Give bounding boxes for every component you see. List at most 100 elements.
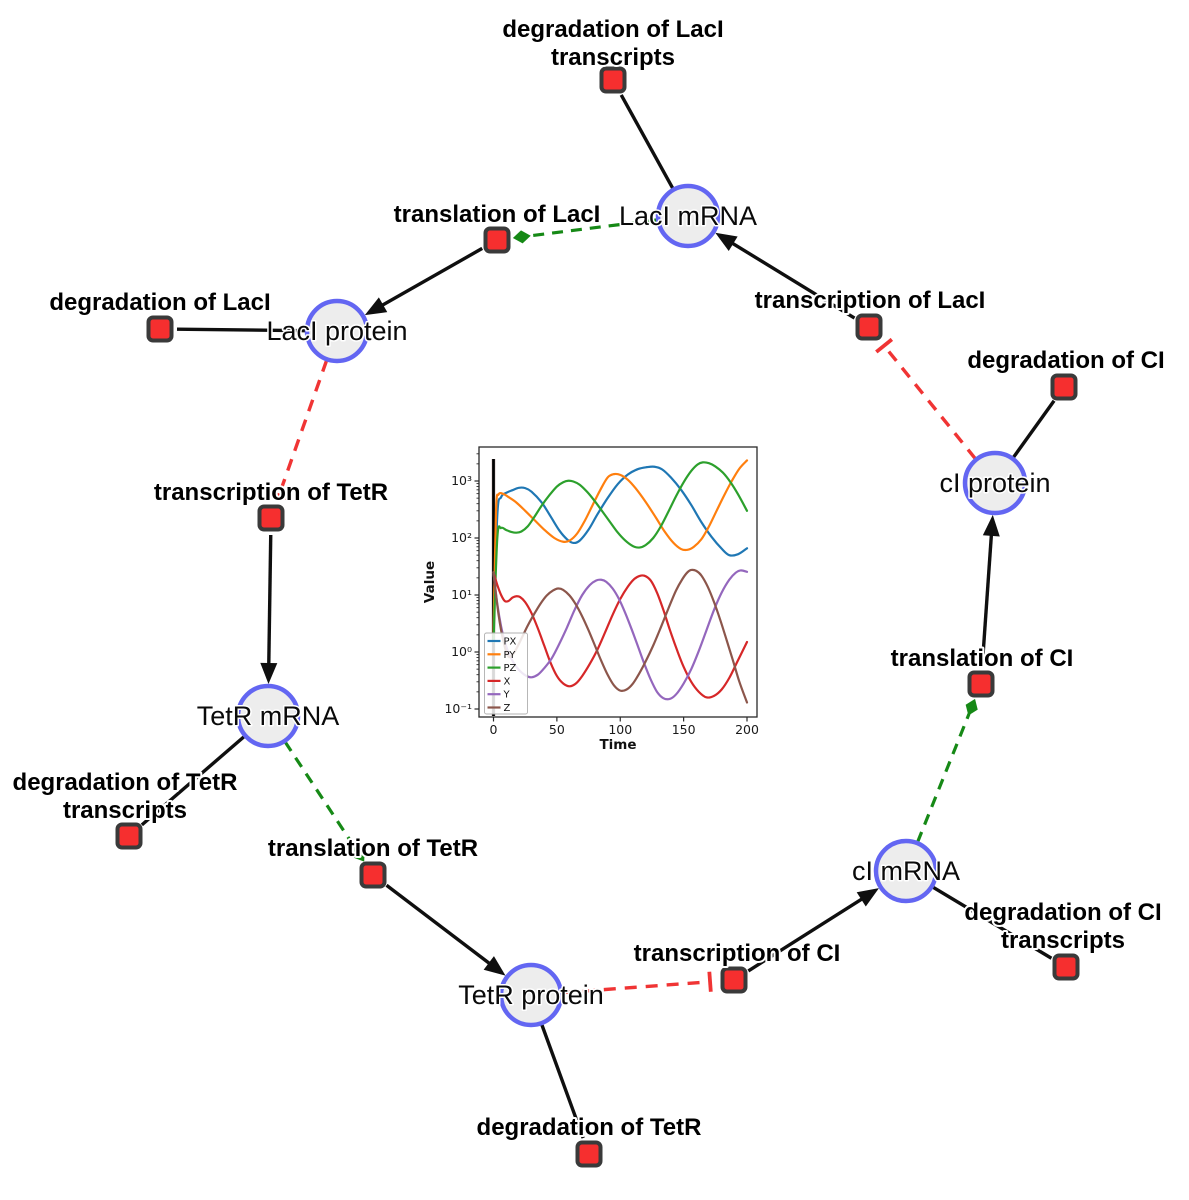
- edge-ci-mrna-deg-ci-transcripts[interactable]: [931, 885, 1053, 960]
- production-line: [747, 896, 865, 973]
- consumption-line: [619, 94, 675, 190]
- reaction-node-transcription-laci[interactable]: [855, 313, 883, 341]
- species-node-tetr-mrna[interactable]: [235, 683, 301, 749]
- edges-layer: [140, 94, 1056, 1139]
- arrowhead: [982, 514, 1000, 537]
- consumption-line: [140, 734, 246, 827]
- reaction-node-translation-laci[interactable]: [483, 226, 511, 254]
- y-axis-title: Value: [422, 561, 438, 603]
- y-tick-label: 10⁰: [451, 644, 472, 659]
- edge-tetr-protein-deg-tetr[interactable]: [540, 1023, 585, 1139]
- reaction-node-transcription-tetr[interactable]: [257, 504, 285, 532]
- chart-legend: PX PY PZ XYZ: [484, 632, 528, 715]
- production-line: [379, 246, 484, 308]
- reaction-node-deg-laci-transcripts[interactable]: [599, 66, 627, 94]
- edge-translation-laci-laci-protein[interactable]: [364, 246, 484, 316]
- reaction-label-transcription-tetr: transcription of TetR: [154, 479, 388, 506]
- edge-transcription-ci-ci-mrna[interactable]: [747, 888, 879, 973]
- edge-transcription-laci-laci-mrna[interactable]: [715, 232, 856, 320]
- inhibition-tbar: [707, 971, 713, 992]
- inhibition-dashed-line: [561, 980, 708, 995]
- reaction-node-deg-ci-transcripts[interactable]: [1052, 953, 1080, 981]
- edge-ci-protein-deg-ci[interactable]: [1011, 399, 1056, 459]
- catalysis-dashed-line: [916, 713, 971, 843]
- series-curve-X: [492, 571, 749, 699]
- reaction-label-transcription-laci: transcription of LacI: [755, 287, 986, 314]
- production-line: [729, 240, 856, 320]
- catalysis-diamond-arrowhead: [512, 230, 531, 244]
- reaction-label-deg-laci-transcripts-line2: transcripts: [551, 44, 675, 71]
- inhibition-tbar: [875, 337, 894, 354]
- edge-ci-mrna-translation-ci[interactable]: [916, 698, 978, 843]
- catalysis-dashed-line: [528, 218, 658, 238]
- arrowhead: [260, 662, 278, 685]
- legend-label-PY: PY: [504, 650, 517, 661]
- edge-laci-mrna-translation-laci[interactable]: [512, 218, 658, 244]
- inset-chart: 0 50 100 150 20010³10²10¹10⁰10⁻¹TimeValuePXP…: [422, 446, 759, 753]
- arrowhead: [483, 956, 506, 976]
- reaction-node-deg-laci[interactable]: [146, 315, 174, 343]
- y-tick-label: 10²: [451, 530, 472, 545]
- x-tick-label: 100: [608, 722, 632, 737]
- reaction-node-deg-tetr[interactable]: [575, 1140, 603, 1168]
- arrowhead: [856, 888, 879, 907]
- production-line: [385, 883, 493, 967]
- nodes-layer: [115, 66, 1080, 1168]
- y-tick-label: 10⁻¹: [444, 701, 472, 716]
- inhibition-dashed-line: [884, 346, 977, 460]
- series-curve-PY: [492, 459, 749, 636]
- reaction-label-deg-tetr-transcripts: degradation of TetR: [13, 769, 238, 796]
- edge-ci-protein-transcription-laci[interactable]: [875, 337, 977, 460]
- edge-translation-ci-ci-protein[interactable]: [980, 514, 1000, 668]
- legend-label-Y: Y: [503, 690, 511, 701]
- edge-laci-protein-transcription-tetr[interactable]: [268, 359, 329, 501]
- edge-tetr-mrna-translation-tetr[interactable]: [283, 740, 365, 862]
- reaction-node-transcription-ci[interactable]: [720, 966, 748, 994]
- x-tick-label: 200: [735, 722, 759, 737]
- reaction-label-translation-ci: translation of CI: [891, 645, 1074, 672]
- edge-laci-mrna-deg-laci-transcripts[interactable]: [619, 94, 675, 190]
- species-node-ci-protein[interactable]: [962, 450, 1028, 516]
- inhibition-tbar: [268, 490, 290, 501]
- edge-tetr-protein-transcription-ci[interactable]: [561, 971, 713, 995]
- x-axis-title: Time: [599, 737, 636, 753]
- reaction-node-deg-tetr-transcripts[interactable]: [115, 822, 143, 850]
- consumption-line: [1011, 399, 1056, 459]
- consumption-line: [176, 327, 307, 333]
- edge-laci-protein-deg-laci[interactable]: [176, 327, 307, 333]
- production-line: [267, 534, 273, 667]
- reaction-node-translation-ci[interactable]: [967, 670, 995, 698]
- reaction-label-transcription-ci: transcription of CI: [634, 940, 841, 967]
- consumption-line: [931, 885, 1053, 960]
- species-label-ci-protein: cI protein: [939, 468, 1050, 498]
- arrowhead: [715, 232, 738, 251]
- species-label-tetr-mrna: TetR mRNA: [197, 701, 340, 731]
- reaction-label-deg-tetr-transcripts-line2: transcripts: [63, 797, 187, 824]
- reaction-node-deg-ci[interactable]: [1050, 373, 1078, 401]
- species-node-laci-mrna[interactable]: [655, 183, 721, 249]
- reaction-label-deg-laci: degradation of LacI: [49, 289, 270, 316]
- edge-translation-tetr-tetr-protein[interactable]: [385, 883, 506, 976]
- reaction-node-translation-tetr[interactable]: [359, 861, 387, 889]
- reaction-label-deg-ci-transcripts: degradation of CI: [964, 899, 1161, 926]
- consumption-line: [540, 1023, 585, 1139]
- legend-label-X: X: [504, 676, 511, 687]
- reaction-label-deg-tetr: degradation of TetR: [477, 1114, 702, 1141]
- catalysis-dashed-line: [283, 740, 357, 850]
- species-node-ci-mrna[interactable]: [873, 838, 939, 904]
- legend-label-PZ: PZ: [504, 663, 517, 674]
- legend-label-Z: Z: [504, 703, 511, 714]
- edge-transcription-tetr-tetr-mrna[interactable]: [260, 534, 278, 685]
- catalysis-diamond-arrowhead: [353, 846, 365, 862]
- species-node-tetr-protein[interactable]: [498, 962, 564, 1028]
- reaction-label-translation-tetr: translation of TetR: [268, 835, 478, 862]
- series-curve-PZ: [492, 461, 749, 644]
- production-line: [980, 532, 994, 668]
- inhibition-dashed-line: [278, 359, 329, 494]
- species-label-ci-mrna: cI mRNA: [852, 856, 960, 886]
- x-tick-label: 150: [672, 722, 696, 737]
- species-node-laci-protein[interactable]: [304, 298, 370, 364]
- edge-tetr-mrna-deg-tetr-transcripts[interactable]: [140, 734, 246, 827]
